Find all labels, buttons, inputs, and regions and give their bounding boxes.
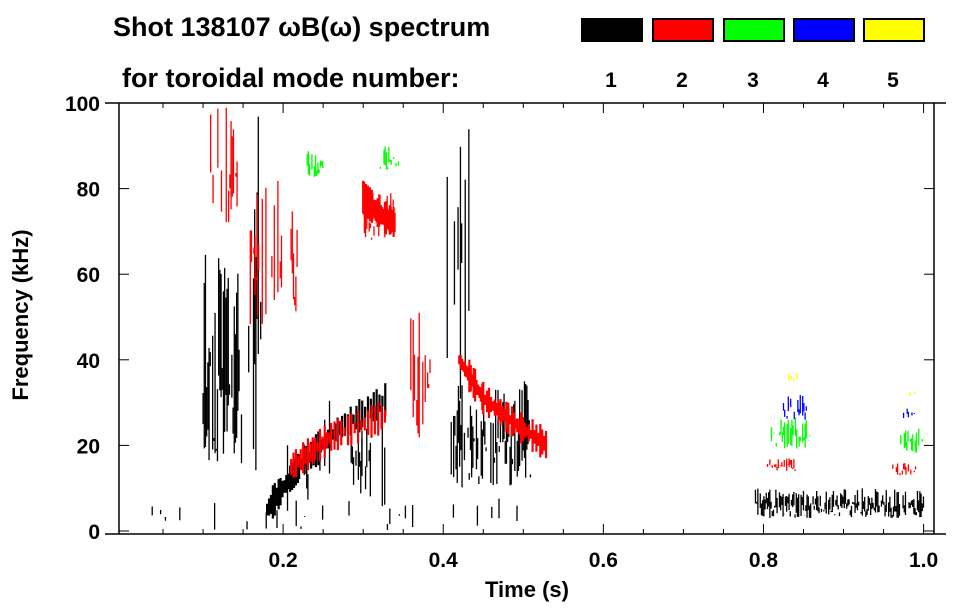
- legend-label-mode-2: 2: [676, 69, 688, 92]
- y-tick-label: 100: [65, 93, 100, 116]
- y-tick-label: 40: [77, 350, 100, 373]
- x-tick-label: 0.2: [269, 549, 298, 572]
- chart-title: Shot 138107 ωB(ω) spectrum: [113, 12, 490, 42]
- legend-label-mode-4: 4: [817, 69, 829, 92]
- y-axis-label: Frequency (kHz): [8, 229, 33, 400]
- spectrogram-marks: [151, 107, 925, 530]
- legend: 1 2 3 4 5: [581, 18, 925, 92]
- x-tick-label: 0.6: [589, 549, 618, 572]
- y-tick-label: 80: [77, 179, 100, 202]
- x-tick-label: 1.0: [909, 549, 938, 572]
- y-tick-label: 0: [88, 521, 100, 544]
- chart-subtitle: for toroidal mode number:: [122, 63, 460, 93]
- legend-label-mode-3: 3: [747, 69, 759, 92]
- legend-swatch-mode-5: [863, 18, 925, 42]
- x-tick-label: 0.4: [429, 549, 459, 572]
- y-tick-label: 60: [77, 264, 100, 287]
- legend-swatch-mode-1: [581, 18, 643, 42]
- x-axis-label: Time (s): [485, 577, 569, 602]
- x-tick-label: 0.8: [749, 549, 779, 572]
- legend-swatch-mode-3: [723, 18, 785, 42]
- legend-label-mode-1: 1: [605, 69, 617, 92]
- legend-label-mode-5: 5: [887, 69, 899, 92]
- axes: 0.2 0.4 0.6 0.8 1.0 0 20 40 60 80 100: [65, 93, 946, 572]
- legend-swatch-mode-2: [652, 18, 714, 42]
- legend-swatch-mode-4: [793, 18, 855, 42]
- y-tick-label: 20: [77, 435, 100, 458]
